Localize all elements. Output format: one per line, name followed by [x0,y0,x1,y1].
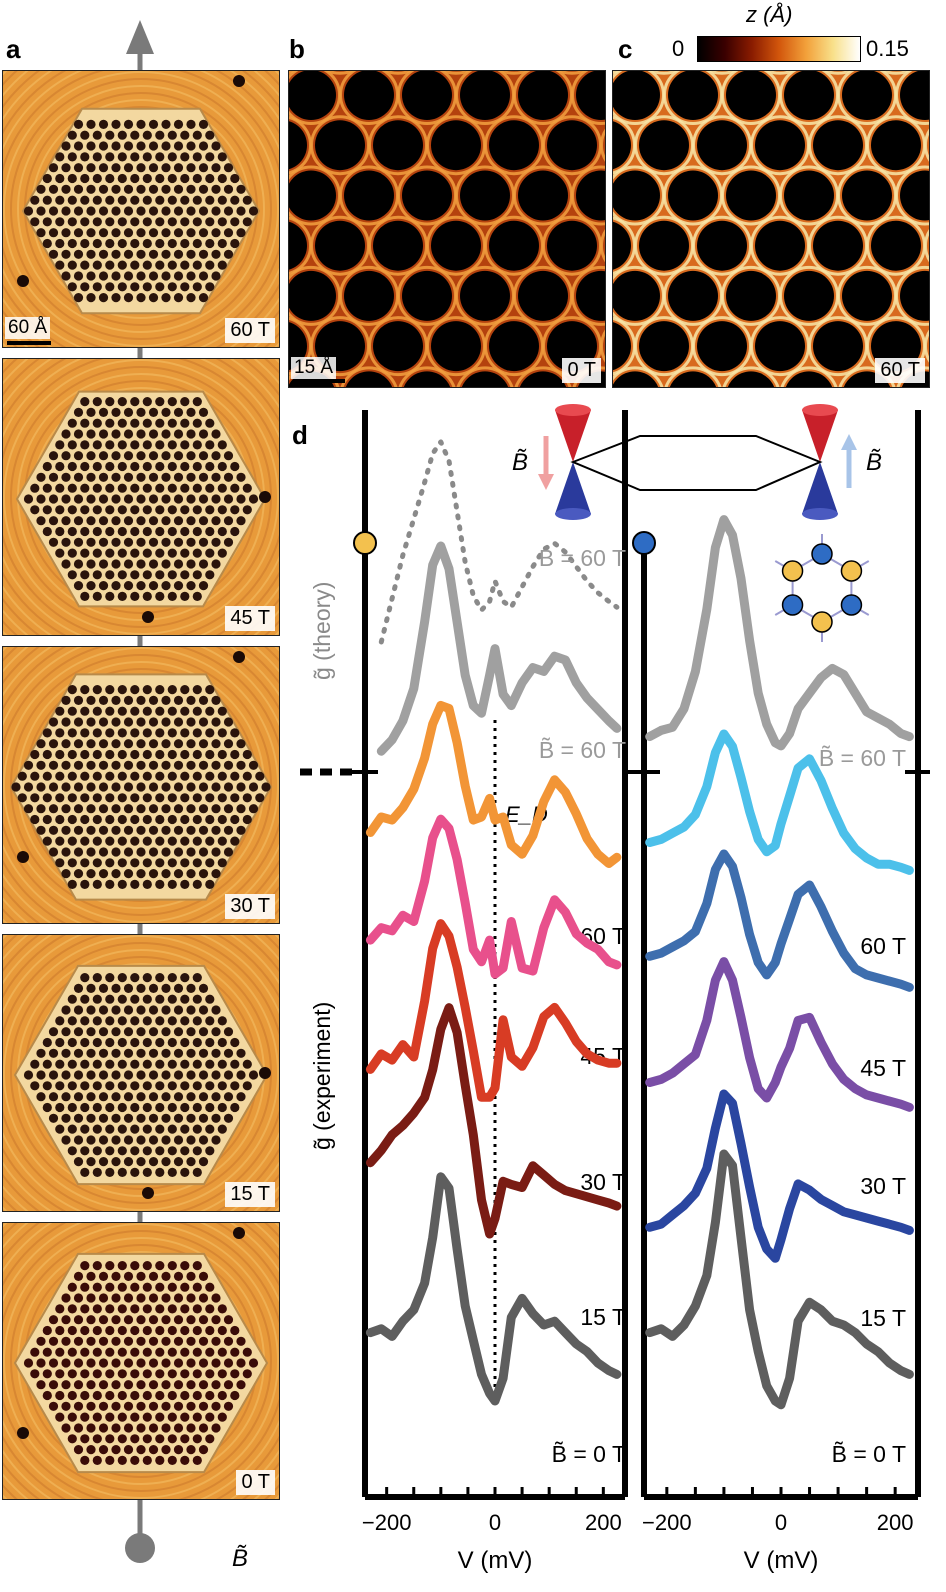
field-tag: 30 T [225,894,275,919]
series-line [645,1149,914,1410]
x-axis-label: V (mV) [744,1547,819,1574]
scalebar-label: 60 Å [5,317,51,339]
series-line [365,1003,622,1239]
stm-image-c: 60 T [612,70,930,388]
scalebar [293,379,345,383]
series-line [378,439,620,645]
x-axis-label: V (mV) [458,1547,533,1574]
panel-letter-a: a [6,34,21,64]
schematic-field-label-left: B̃ [512,449,528,476]
stm-frame-image [3,647,279,923]
x-tick-label: −200 [642,1510,692,1535]
field-tag: 60 T [225,318,275,343]
series-label: B̃ = 60 T [819,745,906,771]
series-line [365,919,622,1102]
stm-frame-image [3,1223,279,1499]
dirac-cone-icon [555,404,591,520]
field-tag: 45 T [225,606,275,631]
y-axis-label-theory: g̃ (theory) [309,582,335,680]
series-line [376,541,622,756]
up-arrow-icon-head [841,434,857,450]
field-tag: 15 T [225,1182,275,1207]
scalebar [7,341,51,345]
stm-frame-image [3,935,279,1211]
stm-image-b: 15 Å 0 T [288,70,606,388]
series-label: 45 T [860,1055,906,1081]
x-tick-label: 200 [877,1510,914,1535]
dirac-cone-icon [802,404,838,520]
series-line [645,1089,914,1263]
series-line [365,814,622,979]
colorbar-title: z (Å) [746,2,793,27]
colorbar [697,36,861,62]
colorbar-max: 0.15 [866,36,909,61]
x-tick-label: 0 [775,1510,787,1535]
stm-frame: 60 T 60 Å [2,70,280,348]
x-tick-label: 200 [585,1510,622,1535]
field-tag: 60 T [875,358,925,383]
series-line [645,729,914,875]
x-tick-label: −200 [362,1510,412,1535]
schematic-field-label-right: B̃ [866,449,882,476]
field-tag: 0 T [562,358,601,383]
colorbar-min: 0 [672,36,685,61]
field-tag: 0 T [236,1470,275,1495]
series-label: 60 T [860,933,906,959]
series-label: 15 T [580,1304,626,1330]
stm-frame: 30 T [2,646,280,924]
dirac-point-label: E_D [505,802,548,827]
series-line [365,1172,622,1406]
brillouin-zone-hexagon [570,435,823,491]
scalebar-label: 15 Å [291,357,337,379]
series-label: B̃ = 60 T [539,737,626,763]
series-label: 60 T [580,923,626,949]
series-line [645,515,914,751]
down-arrow-icon-head [538,474,554,490]
sublattice-b-marker [632,531,656,555]
sublattice-inset [774,534,870,642]
series-label: 30 T [580,1169,626,1195]
series-label: 30 T [860,1173,906,1199]
stm-frame-image [3,71,279,347]
panel-letter-b: b [289,34,305,64]
stm-frame: 45 T [2,358,280,636]
panel-letter-c: c [618,34,633,64]
panel-letter-d: d [292,420,308,450]
series-label: 45 T [580,1043,626,1069]
stm-frame: 0 T [2,1222,280,1500]
series-line [645,849,914,992]
series-line [365,700,622,868]
stm-frame-image [3,359,279,635]
series-label: B = 60 T [539,545,626,571]
field-axis-label: B̃ [232,1545,249,1572]
x-tick-label: 0 [489,1510,501,1535]
series-label: B̃ = 0 T [552,1441,626,1467]
stm-frame: 15 T [2,934,280,1212]
series-label: B̃ = 0 T [832,1441,906,1467]
sublattice-a-marker [353,531,377,555]
series-label: 15 T [860,1305,906,1331]
series-line [645,957,914,1112]
y-axis-label-experiment: g̃ (experiment) [309,1002,335,1150]
